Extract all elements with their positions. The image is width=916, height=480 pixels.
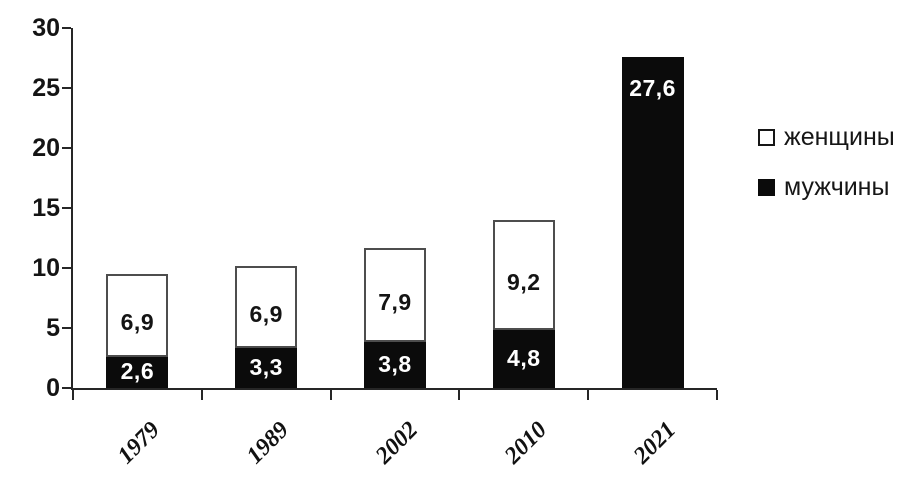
bar-value-label: 3,3 [249,354,283,381]
x-axis-category-label: 2002 [370,416,424,470]
x-axis-category-label: 1979 [113,416,166,470]
bar-segment-женщины-1989 [235,265,298,349]
x-axis-tick [72,390,74,400]
bar-segment-женщины-2010 [492,220,555,331]
legend-label-women: женщины [784,123,895,151]
legend-swatch-men-icon [758,178,775,196]
y-axis-tick [62,387,71,389]
y-axis-tick-label: 0 [46,374,60,402]
y-axis-tick-label: 15 [32,194,60,222]
bar-segment-мужчины-2021 [621,56,684,388]
legend-label-men: мужчины [784,173,890,201]
bar-segment-женщины-2002 [364,247,426,343]
y-axis-tick-label: 10 [32,254,60,282]
bar-segment-мужчины-1989 [235,348,298,388]
y-axis-tick [62,267,71,269]
bar-value-label: 6,9 [249,301,283,327]
bar-segment-женщины-1979 [106,274,169,357]
bar-value-label: 7,9 [378,289,412,315]
y-axis-line [71,28,73,390]
y-axis-tick [62,147,71,149]
bar-value-label: 3,8 [378,351,412,378]
bar-value-label: 9,2 [507,269,541,296]
x-axis-tick [458,390,461,400]
legend-item-women: женщины [758,124,895,150]
bar-value-label: 6,9 [120,309,155,336]
x-axis-line [71,388,717,390]
x-axis-tick [587,390,590,400]
x-axis-tick [716,390,718,400]
bar-value-label: 27,6 [629,74,676,101]
legend-swatch-women-icon [758,128,775,146]
bar-segment-мужчины-2010 [492,330,555,388]
y-axis-tick-label: 5 [46,314,60,342]
bar-segment-мужчины-1979 [106,356,169,388]
y-axis-tick [62,87,71,89]
y-axis-tick [62,327,71,329]
y-axis-tick-label: 20 [32,134,60,162]
legend: женщины мужчины [758,124,895,224]
y-axis-tick [62,207,71,209]
y-axis-tick-label: 30 [32,14,60,42]
x-axis-category-label: 1989 [242,416,295,470]
x-axis-tick [329,390,332,400]
y-axis-tick-label: 25 [32,74,60,102]
y-axis-tick [62,27,71,29]
x-axis-category-label: 2010 [499,416,552,470]
bar-value-label: 2,6 [120,358,155,385]
bar-segment-мужчины-2002 [364,342,426,388]
x-axis-tick [200,390,203,400]
x-axis-category-label: 2021 [628,416,681,470]
bar-value-label: 4,8 [507,345,541,372]
legend-item-men: мужчины [758,174,895,200]
